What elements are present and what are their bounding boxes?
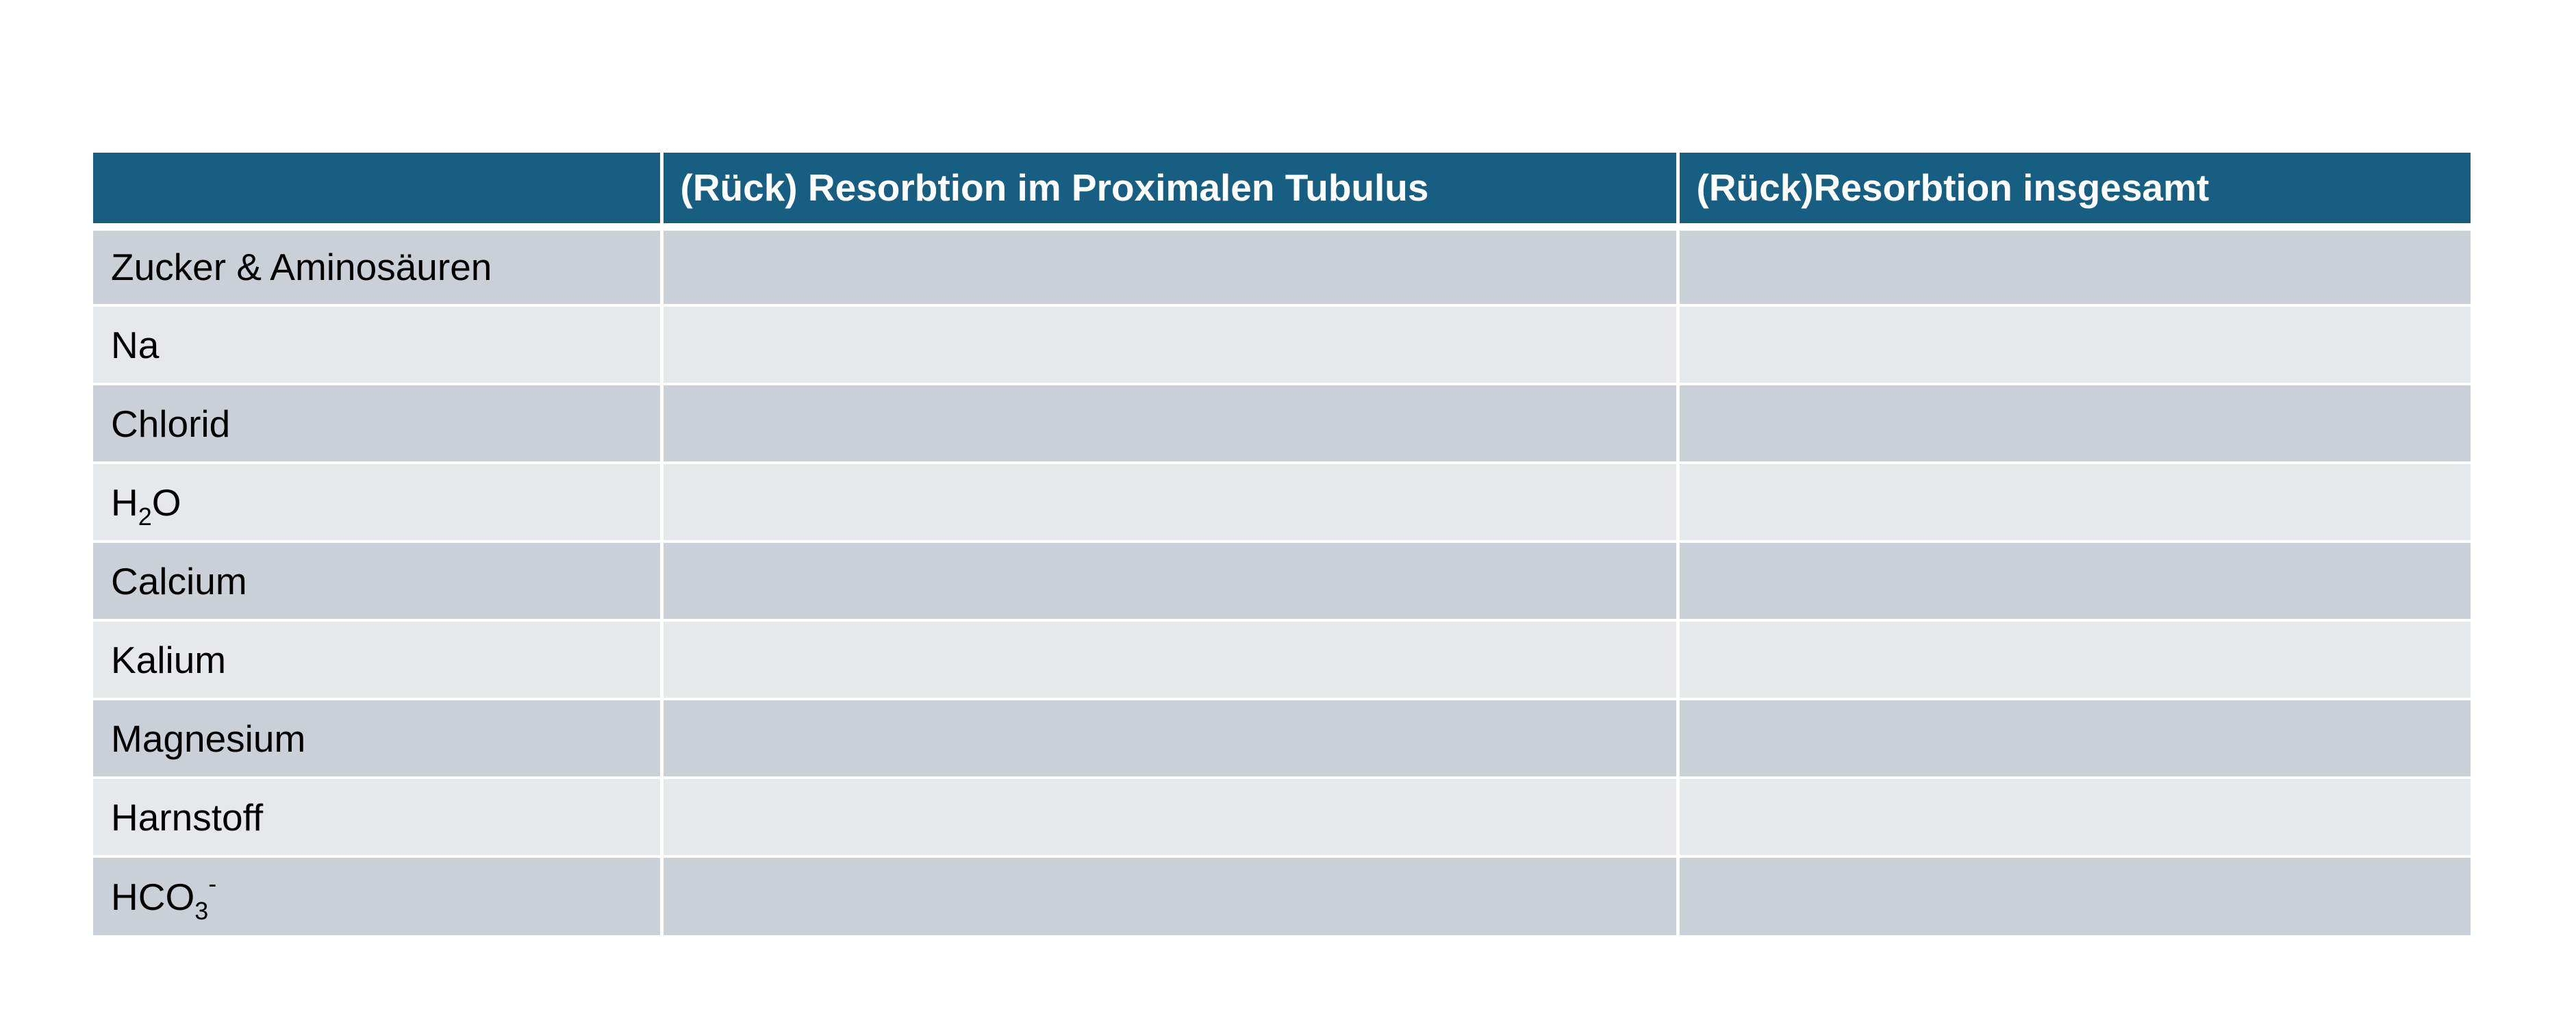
table-row: Chlorid: [93, 384, 2471, 464]
table-row: Zucker & Aminosäuren: [93, 227, 2471, 307]
cell-proximal: [661, 384, 1680, 464]
cell-total: [1678, 463, 2471, 543]
header-cell-empty: [93, 153, 664, 231]
formula-main: HCO: [111, 875, 195, 918]
cell-total: [1678, 699, 2471, 779]
table-row: HCO3-: [93, 856, 2471, 935]
row-label: Kalium: [93, 620, 664, 700]
cell-proximal: [661, 227, 1680, 307]
table-row: Magnesium: [93, 699, 2471, 779]
cell-total: [1678, 384, 2471, 464]
formula-tail: O: [151, 481, 181, 524]
formula-subscript: 3: [194, 896, 209, 925]
row-label: HCO3-: [93, 856, 664, 935]
table-row: Na: [93, 305, 2471, 385]
formula-main: H: [111, 481, 138, 524]
table-row: Kalium: [93, 620, 2471, 700]
cell-total: [1678, 778, 2471, 858]
cell-proximal: [661, 620, 1680, 700]
cell-proximal: [661, 856, 1680, 935]
row-label: Harnstoff: [93, 778, 664, 858]
formula-superscript: -: [208, 869, 217, 898]
table-row: H2O: [93, 463, 2471, 543]
row-label: Zucker & Aminosäuren: [93, 227, 664, 307]
row-label: Calcium: [93, 542, 664, 622]
row-label: Magnesium: [93, 699, 664, 779]
header-cell-proximal: (Rück) Resorbtion im Proximalen Tubulus: [661, 153, 1680, 231]
cell-total: [1678, 305, 2471, 385]
row-label: H2O: [93, 463, 664, 543]
cell-proximal: [661, 699, 1680, 779]
cell-proximal: [661, 542, 1680, 622]
row-label: Chlorid: [93, 384, 664, 464]
table-header-row: (Rück) Resorbtion im Proximalen Tubulus …: [93, 153, 2471, 231]
cell-total: [1678, 542, 2471, 622]
cell-proximal: [661, 463, 1680, 543]
resorption-table: (Rück) Resorbtion im Proximalen Tubulus …: [93, 153, 2471, 935]
formula-subscript: 2: [138, 502, 152, 531]
cell-proximal: [661, 305, 1680, 385]
cell-total: [1678, 856, 2471, 935]
cell-total: [1678, 227, 2471, 307]
cell-proximal: [661, 778, 1680, 858]
row-label: Na: [93, 305, 664, 385]
cell-total: [1678, 620, 2471, 700]
table-row: Calcium: [93, 542, 2471, 622]
header-cell-total: (Rück)Resorbtion insgesamt: [1678, 153, 2471, 231]
table-row: Harnstoff: [93, 778, 2471, 858]
